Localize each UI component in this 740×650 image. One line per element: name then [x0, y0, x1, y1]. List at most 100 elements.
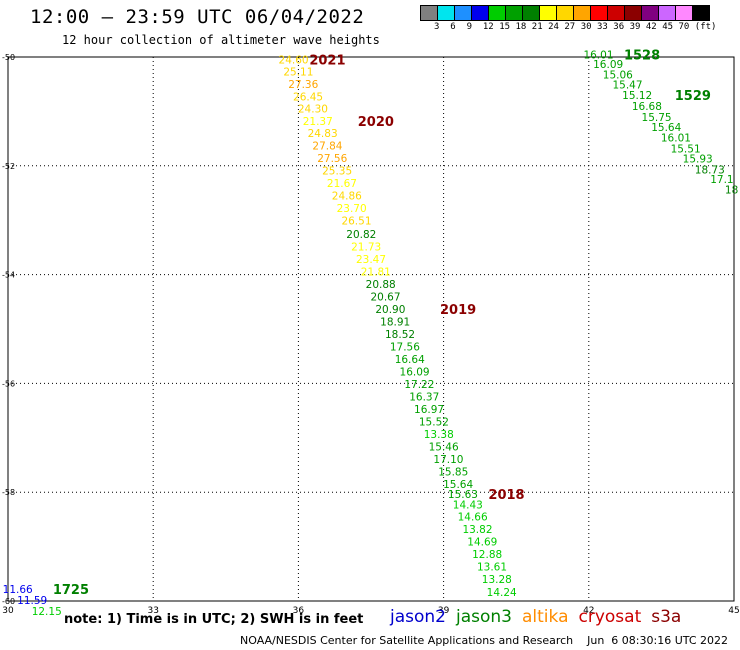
pass-time-label: 2020 — [358, 115, 394, 130]
wave-height-label: 20.88 — [366, 279, 396, 291]
x-tick-label: 45 — [728, 606, 739, 616]
wave-height-label: 18.91 — [380, 316, 410, 328]
wave-height-label: 15.63 — [448, 489, 478, 501]
x-tick-label: 39 — [438, 606, 450, 616]
y-tick-label: -52 — [2, 162, 15, 171]
wave-height-label: 21.81 — [361, 266, 391, 278]
legend-label: 24 — [548, 22, 559, 32]
wave-height-label: 16.37 — [409, 391, 439, 403]
legend-label: 21 — [531, 22, 543, 32]
wave-height-label: 24.60 — [279, 55, 309, 67]
wave-height-label: 14.66 — [458, 512, 488, 524]
pass-time-label: 1528 — [624, 48, 660, 63]
pass-time-label: 2021 — [309, 54, 345, 69]
wave-height-label: 27.56 — [317, 153, 347, 165]
wave-height-label: 16.97 — [414, 404, 444, 416]
wave-height-label: 16.09 — [400, 366, 430, 378]
wave-height-label: 17.1 — [710, 174, 733, 186]
wave-height-label: 24.83 — [308, 128, 338, 140]
legend-label: 30 — [580, 22, 592, 32]
wave-height-label: 18 — [725, 185, 738, 197]
wave-height-label: 12.88 — [472, 549, 502, 561]
wave-height-label: 15.64 — [651, 122, 681, 134]
pass-time-label: 2019 — [440, 303, 476, 318]
wave-height-label: 23.47 — [356, 254, 386, 266]
wave-height-label: 17.56 — [390, 341, 420, 353]
legend-label: 12 — [482, 22, 494, 32]
legend-label: 15 — [499, 22, 511, 32]
wave-height-label: 15.46 — [429, 442, 459, 454]
wave-height-label: 20.67 — [370, 291, 400, 303]
wave-height-label: 24.86 — [332, 191, 362, 203]
legend-label: 27 — [564, 22, 576, 32]
y-tick-label: -58 — [2, 488, 15, 497]
wave-height-label: 17.22 — [404, 379, 434, 391]
wave-height-label: 21.37 — [303, 116, 333, 128]
chart-title: 12:00 – 23:59 UTC 06/04/2022 — [30, 6, 365, 28]
wave-height-label: 16.68 — [632, 101, 662, 113]
legend-label: 6 — [450, 22, 456, 32]
legend-label: 39 — [629, 22, 641, 32]
wave-height-label: 14.43 — [453, 500, 483, 512]
x-tick-label: 36 — [293, 606, 305, 616]
footnote: note: 1) Time is in UTC; 2) SWH is in fe… — [64, 612, 364, 627]
pass-time-label: 1529 — [675, 89, 711, 104]
wave-height-label: 12.15 — [32, 606, 62, 618]
wave-height-label: 15.93 — [683, 154, 713, 166]
wave-height-label: 23.70 — [337, 203, 367, 215]
legend-label: (ft) — [694, 22, 717, 32]
satellite-legend: jason2 jason3 altika cryosat s3a — [390, 607, 691, 627]
pass-time-label: 2018 — [488, 488, 524, 503]
legend-label: 9 — [466, 22, 473, 32]
y-tick-label: -50 — [2, 53, 15, 62]
wave-height-label: 15.12 — [622, 90, 652, 102]
legend-label: 3 — [434, 22, 440, 32]
wave-height-label: 18.52 — [385, 329, 415, 341]
wave-height-label: 27.84 — [312, 141, 342, 153]
wave-height-label: 16.01 — [661, 133, 691, 145]
wave-height-label: 15.85 — [438, 467, 468, 479]
satellite-jason2: jason2 — [390, 607, 446, 627]
wave-height-label: 15.47 — [612, 80, 642, 92]
wave-height-label: 15.06 — [603, 69, 633, 81]
wave-height-label: 18.73 — [695, 165, 725, 177]
wave-height-label: 15.75 — [642, 112, 672, 124]
wave-height-label: 17.10 — [433, 454, 463, 466]
wave-height-label: 20.90 — [375, 304, 405, 316]
wave-height-label: 11.66 — [3, 584, 33, 596]
wave-height-label: 14.24 — [487, 587, 517, 599]
y-tick-label: -54 — [2, 271, 15, 280]
x-tick-label: 33 — [147, 606, 158, 616]
wave-height-label: 11.59 — [17, 595, 47, 607]
wave-height-label: 15.51 — [671, 143, 701, 155]
satellite-s3a: s3a — [651, 607, 682, 627]
satellite-cryosat: cryosat — [578, 607, 642, 627]
plot-frame — [7, 56, 735, 602]
wave-height-label: 20.82 — [346, 229, 376, 241]
x-tick-label: 30 — [2, 606, 14, 616]
wave-height-label: 24.30 — [298, 104, 328, 116]
chart-subtitle: 12 hour collection of altimeter wave hei… — [62, 33, 380, 47]
satellite-altika: altika — [522, 607, 569, 627]
wave-height-label: 13.61 — [477, 562, 507, 574]
legend-label: 18 — [515, 22, 527, 32]
wave-height-label: 13.38 — [424, 429, 454, 441]
x-tick-label: 42 — [583, 606, 594, 616]
credit-line: NOAA/NESDIS Center for Satellite Applica… — [240, 634, 728, 647]
legend-label: 70 — [678, 22, 690, 32]
legend-swatch — [692, 5, 710, 21]
wave-height-label: 13.28 — [482, 574, 512, 586]
wave-height-label: 15.52 — [419, 416, 449, 428]
legend-label: 33 — [597, 22, 608, 32]
wave-height-label: 15.64 — [443, 479, 473, 491]
wave-height-label: 26.45 — [293, 92, 323, 104]
wave-height-label: 27.36 — [288, 79, 318, 91]
wave-height-label: 21.67 — [327, 178, 357, 190]
wave-height-label: 14.69 — [467, 537, 497, 549]
wave-height-label: 16.64 — [395, 354, 425, 366]
color-scale-legend — [420, 5, 710, 21]
wave-height-label: 25.35 — [322, 166, 352, 178]
y-tick-label: -60 — [2, 597, 15, 606]
wave-height-label: 16.01 — [583, 49, 613, 61]
